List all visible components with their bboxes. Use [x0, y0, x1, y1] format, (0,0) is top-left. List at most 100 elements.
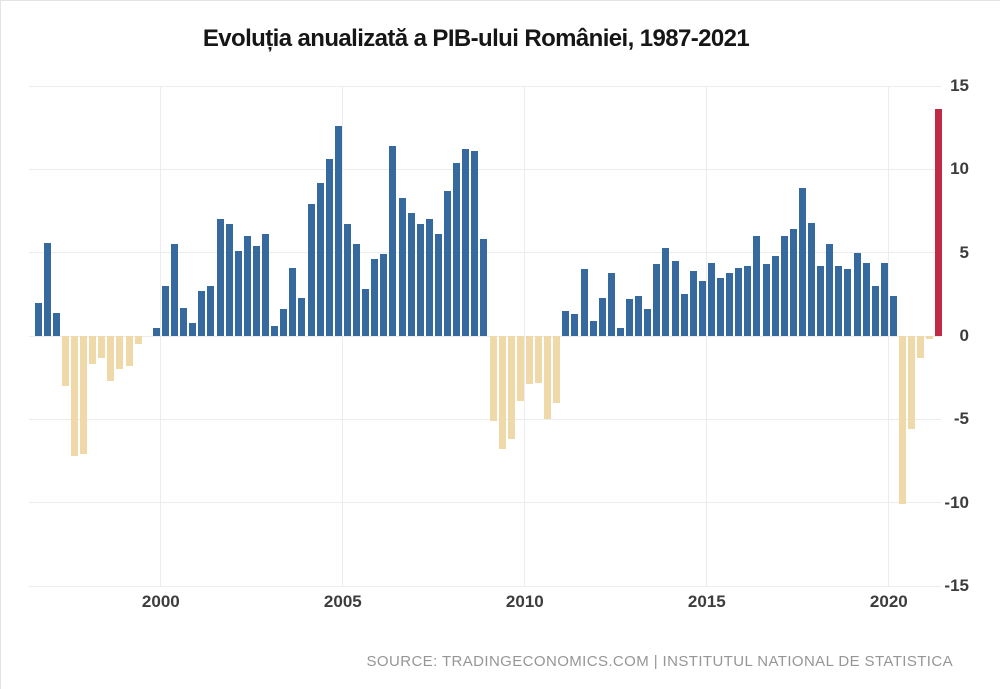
bar-2008Q3 — [471, 151, 479, 336]
bar-2013Q1 — [635, 296, 643, 336]
bar-2004Q2 — [316, 182, 324, 336]
bar-2010Q1 — [525, 336, 533, 385]
bar-2017Q4 — [808, 222, 815, 336]
chart-title: Evoluția anualizată a PIB-ului României,… — [202, 25, 750, 52]
y-axis-tick-15: 15 — [950, 76, 969, 95]
bar-1997Q2 — [61, 336, 69, 386]
bar-2014Q2 — [680, 294, 688, 336]
bar-2003Q1 — [271, 326, 279, 336]
bar-2002Q4 — [262, 234, 269, 336]
y-axis-tick-10: 10 — [950, 159, 969, 179]
bar-2021Q1 — [926, 336, 934, 340]
v-gridline-2020 — [888, 86, 890, 586]
bar-2011Q1 — [562, 311, 570, 336]
bar-1997Q3 — [70, 336, 78, 456]
bar-2009Q2 — [498, 336, 506, 450]
bar-1998Q1 — [89, 336, 97, 365]
bar-2006Q4 — [407, 212, 415, 336]
bar-2001Q3 — [216, 219, 224, 336]
bar-2004Q1 — [307, 204, 315, 336]
bar-2020Q1 — [889, 296, 897, 336]
bar-2015Q2 — [717, 277, 724, 336]
bar-2012Q4 — [626, 299, 633, 336]
y-axis: 15 10 5 0 -5 -10 -15 — [931, 77, 969, 595]
bar-2005Q4 — [371, 259, 379, 336]
v-gridline-2005 — [342, 86, 344, 586]
bar-1998Q4 — [116, 336, 124, 370]
bar-2014Q3 — [689, 271, 697, 336]
bar-2017Q1 — [780, 236, 788, 336]
bar-2013Q2 — [644, 309, 652, 336]
bar-2014Q1 — [671, 261, 679, 336]
bar-1997Q1 — [52, 312, 60, 336]
bar-2011Q2 — [571, 314, 579, 336]
bar-2006Q1 — [380, 254, 388, 336]
bar-2007Q1 — [416, 224, 424, 336]
bar-2003Q4 — [298, 297, 306, 336]
bar-2012Q2 — [607, 272, 615, 336]
bar-2012Q3 — [616, 327, 624, 336]
bar-2003Q3 — [289, 267, 297, 336]
bar-1997Q4 — [80, 336, 87, 455]
bar-2019Q3 — [871, 286, 879, 336]
bar-2000Q4 — [189, 322, 197, 336]
bar-2009Q3 — [507, 336, 515, 440]
h-gridline-15 — [29, 85, 941, 87]
bar-1999Q4 — [152, 327, 160, 336]
bar-2018Q1 — [817, 266, 825, 336]
source-attribution: SOURCE: TRADINGECONOMICS.COM | INSTITUTU… — [366, 653, 953, 670]
bar-2016Q1 — [744, 266, 752, 336]
h-gridline--10 — [29, 502, 941, 504]
v-gridline-2015 — [706, 86, 708, 586]
bar-2016Q3 — [762, 264, 770, 336]
v-gridline-2010 — [524, 86, 526, 586]
x-axis-tick-2020: 2020 — [869, 592, 908, 611]
h-gridline--5 — [29, 418, 941, 420]
bar-2000Q1 — [161, 286, 169, 336]
y-axis-tick--10: -10 — [944, 492, 969, 512]
bar-2002Q3 — [252, 246, 260, 336]
bar-1996Q3 — [34, 302, 42, 336]
chart-plot-area — [29, 85, 943, 587]
bar-1999Q2 — [134, 336, 142, 345]
bar-2006Q2 — [389, 146, 397, 336]
bar-2017Q2 — [789, 229, 797, 336]
bar-1999Q1 — [125, 336, 133, 366]
h-gridline--15 — [29, 585, 941, 587]
y-axis-tick-5: 5 — [959, 242, 969, 262]
bar-2004Q3 — [325, 159, 333, 336]
y-axis-tick--5: -5 — [953, 409, 969, 429]
bar-2009Q4 — [516, 336, 524, 401]
x-axis: 2000 2005 2010 2015 2020 — [29, 592, 941, 614]
x-axis-tick-2000: 2000 — [141, 592, 180, 611]
bar-2011Q4 — [589, 321, 597, 336]
bar-2015Q4 — [735, 267, 743, 336]
bar-2010Q3 — [544, 336, 552, 420]
bar-2001Q4 — [225, 224, 233, 336]
bar-2000Q2 — [171, 244, 178, 336]
bar-2020Q4 — [917, 336, 925, 358]
bar-2005Q3 — [362, 289, 370, 336]
bar-2015Q3 — [726, 272, 734, 336]
x-axis-tick-2010: 2010 — [505, 592, 544, 611]
bar-2002Q2 — [243, 236, 251, 336]
bar-2007Q2 — [425, 219, 433, 336]
bar-2019Q2 — [862, 262, 870, 336]
bar-1998Q2 — [98, 336, 106, 358]
bar-2018Q2 — [826, 244, 834, 336]
bar-2000Q3 — [180, 307, 188, 336]
bar-2001Q1 — [198, 291, 206, 336]
bar-2001Q2 — [207, 286, 215, 336]
bar-2004Q4 — [334, 126, 342, 336]
bar-2016Q4 — [771, 256, 779, 336]
bar-2008Q2 — [462, 149, 470, 336]
bar-2011Q3 — [580, 269, 588, 336]
y-axis-tick--15: -15 — [944, 576, 969, 595]
bar-2019Q4 — [880, 262, 888, 336]
bar-2003Q2 — [280, 309, 288, 336]
bar-2005Q1 — [343, 224, 351, 336]
bar-2010Q2 — [535, 336, 542, 383]
bar-2021Q2 — [935, 109, 943, 336]
h-gridline-0 — [29, 335, 941, 337]
